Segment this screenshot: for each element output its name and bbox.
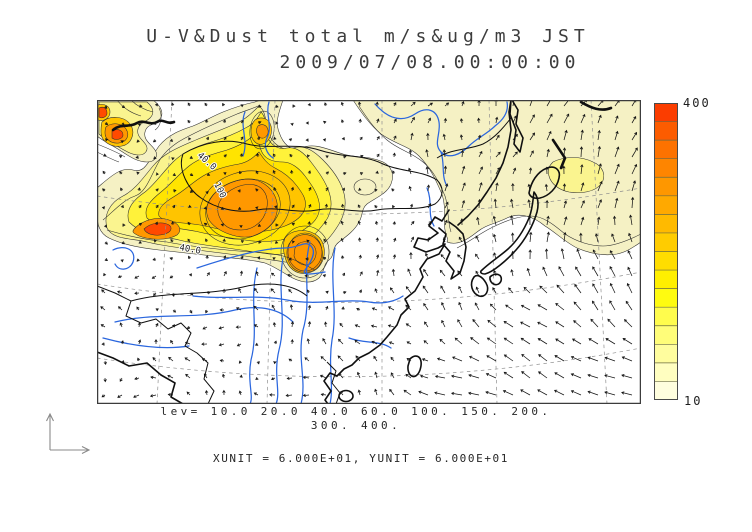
colorbar-cell — [654, 214, 678, 234]
colorbar-cell — [654, 251, 678, 271]
colorbar-cell — [654, 177, 678, 197]
coastline-primorye — [457, 100, 512, 226]
coastlines — [97, 100, 613, 404]
plot-title: U-V&Dust total m/s&ug/m3 JST — [146, 26, 590, 47]
colorbar-cell — [654, 140, 678, 160]
river-selenga — [264, 101, 274, 159]
colorbar-cell — [654, 344, 678, 364]
colorbar — [654, 103, 678, 400]
graticule — [97, 100, 641, 404]
x-axis-arrow — [50, 446, 91, 454]
axis-direction-indicator — [46, 412, 91, 454]
coastline-shikoku — [489, 273, 503, 286]
coastline-taiwan — [407, 355, 422, 378]
river-yangtze — [192, 295, 404, 304]
units-annotation: XUNIT = 6.000E+01, YUNIT = 6.000E+01 — [212, 452, 510, 465]
plot-timestamp: 2009/07/08.00:00:00 — [279, 52, 581, 73]
y-axis-arrow — [46, 412, 54, 450]
dust-fill-red-corner — [98, 106, 108, 119]
border-himalaya — [97, 285, 215, 404]
coastline-kyushu — [470, 274, 489, 298]
colorbar-max-label: 400 — [683, 96, 711, 110]
coastline-korea — [438, 221, 467, 280]
colorbar-cell — [654, 288, 678, 308]
border-amur — [436, 117, 512, 159]
contour-lines — [97, 100, 641, 279]
dust-fill-orange-tongue — [256, 124, 269, 139]
ridge-tien-shan — [111, 119, 176, 132]
contour-label: 40.0 — [178, 243, 201, 257]
dust-fill-orange-southeast — [286, 234, 323, 273]
map-frame — [97, 100, 641, 404]
colorbar-cell — [654, 270, 678, 290]
coastline-hokkaido — [528, 166, 561, 200]
rivers — [102, 101, 509, 404]
contour-levels-line1: lev= 10.0 20.0 40.0 60.0 100. 150. 200. — [160, 405, 552, 418]
dust-fill-red-corner2 — [111, 129, 124, 140]
border-mongolia — [181, 140, 443, 212]
dust-fill-red-main — [217, 184, 268, 231]
dust-fill-small-cell — [353, 178, 377, 196]
wind-vectors — [100, 100, 638, 398]
coastline-honshu — [479, 191, 539, 275]
colorbar-cell — [654, 362, 678, 382]
colorbar-cell — [654, 325, 678, 345]
colorbar-cell — [654, 158, 678, 178]
river-yellow — [112, 247, 135, 270]
colorbar-cell — [654, 103, 678, 123]
colorbar-cell — [654, 195, 678, 215]
dust-fill-red-southeast — [293, 241, 317, 266]
dust-shaded-fills — [97, 100, 641, 283]
colorbar-cell — [654, 232, 678, 252]
colorbar-cell — [654, 307, 678, 327]
colorbar-cell — [654, 381, 678, 400]
colorbar-min-label: 10 — [684, 394, 703, 408]
contour-levels-line2: 300. 400. — [310, 419, 402, 432]
colorbar-cell — [654, 121, 678, 141]
coastline-china — [323, 209, 450, 404]
river-brahmaputra — [114, 307, 294, 323]
